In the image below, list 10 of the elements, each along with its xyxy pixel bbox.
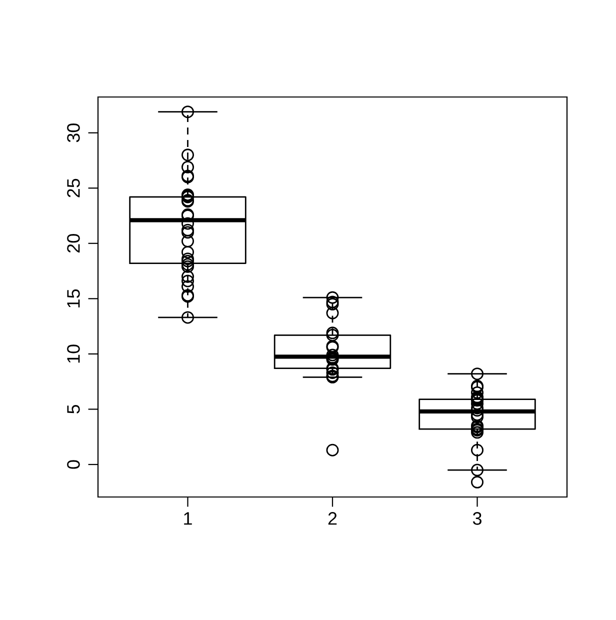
y-tick-label: 20 <box>67 234 80 253</box>
y-tick-label: 0 <box>67 460 80 469</box>
x-tick-label: 1 <box>184 512 192 525</box>
y-tick-label: 5 <box>67 404 80 414</box>
y-tick-label: 25 <box>67 178 80 198</box>
y-tick-label: 30 <box>67 123 80 142</box>
x-tick-label: 2 <box>328 512 337 525</box>
x-tick-label: 3 <box>472 512 482 525</box>
y-tick-label: 10 <box>67 344 80 363</box>
y-tick-label: 15 <box>67 289 80 308</box>
